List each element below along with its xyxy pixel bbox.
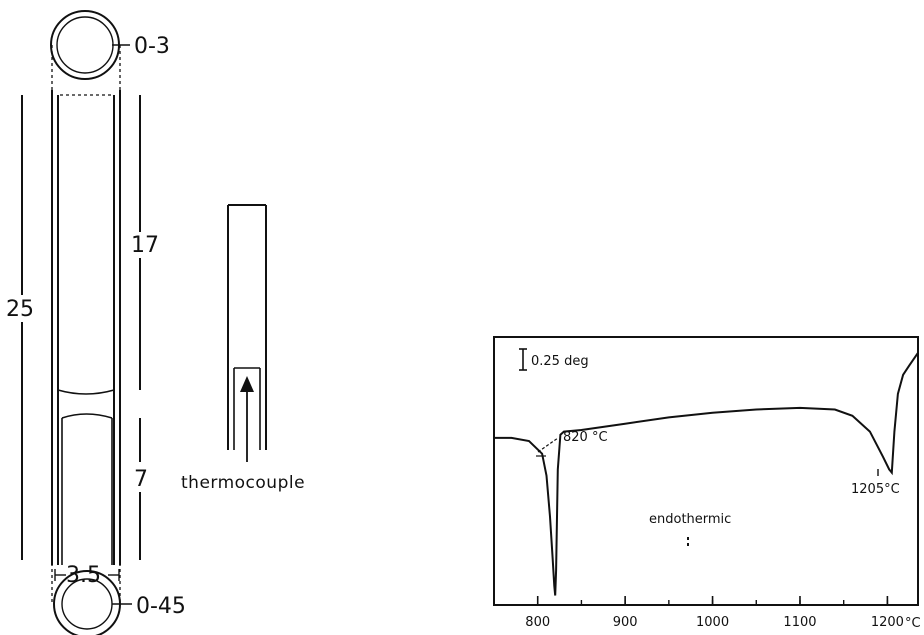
dim-diameter-label: 3.5: [66, 563, 101, 588]
dta-chart: 0.25 deg 820 °C 1205°C endothermic 800 90…: [493, 336, 921, 631]
arrow-icon: [240, 376, 254, 392]
scale-bar: [519, 348, 527, 371]
x-axis-unit: °C: [905, 616, 921, 631]
x-axis-ticks: 800 900 1000 1100 1200: [493, 596, 904, 630]
dim-lower-length-label: 7: [134, 467, 148, 492]
dim-diameter-bracket: [54, 569, 120, 581]
lower-compartment-top: [61, 413, 113, 419]
dim-total-length-label: 25: [6, 297, 34, 322]
projection-lines: [51, 45, 121, 605]
endothermic-arrow: [687, 537, 689, 546]
x-tick-label: 800: [525, 615, 550, 630]
plot-frame: [493, 336, 919, 606]
x-tick-label: 1000: [696, 615, 729, 630]
x-tick-label: 900: [613, 615, 638, 630]
peak1-leader: [537, 437, 559, 453]
dta-curve-line: [494, 352, 919, 596]
peak1-label: 820 °C: [563, 430, 608, 445]
peak2-label: 1205°C: [851, 482, 900, 497]
scale-bar-label: 0.25 deg: [531, 354, 589, 369]
sample-holder: [227, 204, 267, 462]
top-ring: [50, 10, 120, 80]
crucible-diagram: [21, 10, 141, 635]
upper-compartment-floor: [57, 389, 115, 395]
x-tick-label: 1100: [783, 615, 816, 630]
dim-wall-thickness-label: 0-3: [134, 34, 170, 59]
endothermic-label: endothermic: [649, 512, 731, 527]
dim-upper-length-label: 17: [131, 233, 159, 258]
x-tick-label: 1200: [871, 615, 904, 630]
tube-walls: [51, 90, 121, 565]
dim-base-thickness-label: 0-45: [136, 594, 186, 619]
thermocouple-label: thermocouple: [181, 473, 305, 493]
